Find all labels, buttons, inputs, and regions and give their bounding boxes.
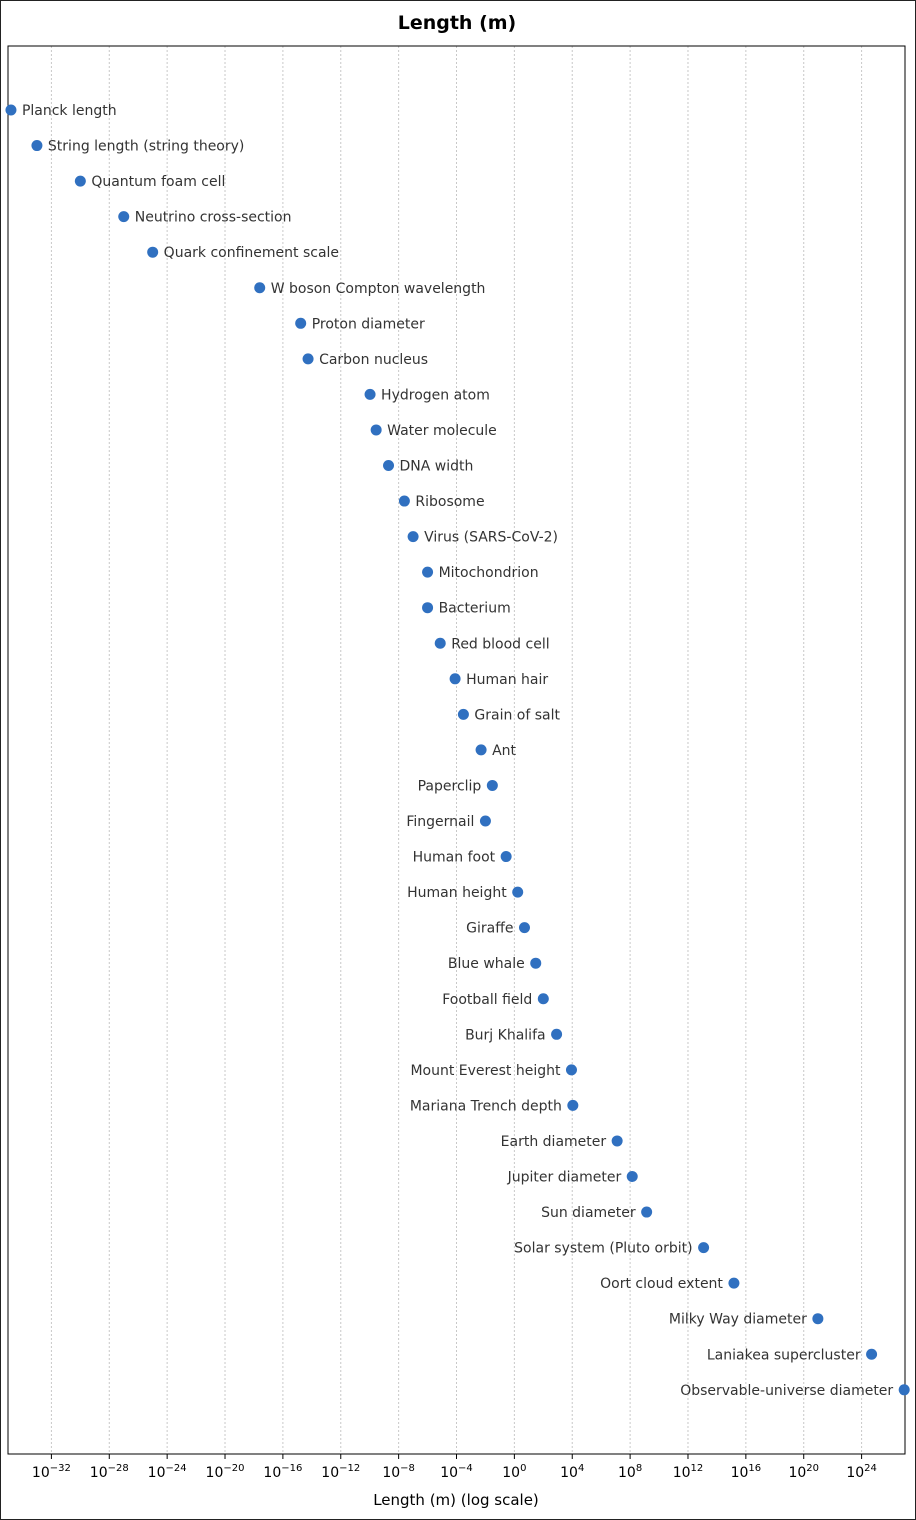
data-point <box>537 993 549 1005</box>
data-point <box>398 495 410 507</box>
data-point-label: Mariana Trench depth <box>410 1098 562 1114</box>
data-points: Planck length String length (string theor… <box>5 103 910 1399</box>
x-tick-label: 1012 <box>673 1463 704 1481</box>
data-point <box>31 140 43 152</box>
data-point <box>449 673 461 685</box>
data-point <box>254 282 266 294</box>
data-point-label: Red blood cell <box>451 636 549 652</box>
data-point-label: Sun diameter <box>541 1205 636 1221</box>
data-point <box>422 602 434 614</box>
x-tick-label: 10−28 <box>90 1463 129 1481</box>
data-point <box>370 424 382 436</box>
data-point <box>74 175 86 187</box>
data-point-label: Grain of salt <box>474 707 560 723</box>
data-point-label: Mount Everest height <box>410 1063 561 1079</box>
data-point-label: Quantum foam cell <box>91 174 225 190</box>
chart-title: Length (m) <box>398 12 517 34</box>
data-point-label: W boson Compton wavelength <box>271 281 486 297</box>
data-point <box>479 815 491 827</box>
x-tick-label: 1024 <box>846 1463 877 1481</box>
x-tick-label: 108 <box>618 1463 642 1481</box>
data-point <box>383 460 395 471</box>
data-point <box>551 1028 563 1040</box>
data-point <box>5 104 17 116</box>
data-point-label: DNA width <box>400 459 474 475</box>
data-point <box>486 779 498 791</box>
data-point-label: Oort cloud extent <box>600 1276 723 1292</box>
data-point <box>364 388 376 400</box>
data-point-label: Proton diameter <box>312 316 425 332</box>
x-tick-label: 10−16 <box>263 1463 302 1481</box>
data-point <box>295 317 307 329</box>
data-point-label: Ribosome <box>415 494 484 510</box>
data-point <box>812 1313 824 1325</box>
data-point <box>565 1064 577 1076</box>
x-tick-label: 104 <box>560 1463 584 1481</box>
data-point <box>567 1099 579 1111</box>
x-tick-label: 1016 <box>731 1463 762 1481</box>
data-point-label: Human hair <box>466 672 548 688</box>
data-point-label: Neutrino cross-section <box>135 210 292 226</box>
data-point-label: Football field <box>442 992 532 1008</box>
data-point-label: Ant <box>492 743 516 759</box>
x-tick-label: 1020 <box>788 1463 819 1481</box>
data-point-label: Planck length <box>22 103 117 119</box>
data-point-label: String length (string theory) <box>48 139 244 155</box>
x-axis-ticks: 10−32 10−28 10−24 10−20 10−16 10−12 10−8 10−4 10… <box>32 1454 877 1481</box>
data-point-label: Virus (SARS-CoV-2) <box>424 530 558 546</box>
data-point-label: Mitochondrion <box>439 565 539 581</box>
data-point <box>147 246 159 258</box>
data-point <box>457 708 469 720</box>
data-point-label: Giraffe <box>466 921 513 937</box>
x-tick-label: 10−24 <box>148 1463 187 1481</box>
data-point-label: Water molecule <box>387 423 497 439</box>
data-point <box>866 1348 878 1360</box>
data-point <box>434 637 446 649</box>
data-point <box>475 744 487 756</box>
data-point <box>611 1135 623 1147</box>
data-point-label: Bacterium <box>439 601 511 617</box>
data-point-label: Milky Way diameter <box>669 1312 807 1328</box>
data-point-label: Earth diameter <box>501 1134 607 1150</box>
x-tick-label: 10−4 <box>440 1463 473 1481</box>
data-point <box>407 531 419 543</box>
data-point-label: Burj Khalifa <box>465 1027 546 1043</box>
data-point <box>626 1171 638 1182</box>
data-point <box>500 851 512 863</box>
data-point-label: Carbon nucleus <box>319 352 428 368</box>
data-point <box>302 353 314 365</box>
data-point-label: Solar system (Pluto orbit) <box>514 1241 692 1257</box>
x-tick-label: 100 <box>502 1463 526 1481</box>
x-tick-label: 10−20 <box>206 1463 245 1481</box>
grid-layer <box>50 46 863 1454</box>
data-point-label: Hydrogen atom <box>381 387 490 403</box>
x-tick-label: 10−12 <box>321 1463 360 1481</box>
data-point <box>530 957 542 969</box>
data-point-label: Quark confinement scale <box>164 245 339 261</box>
data-point <box>698 1242 710 1254</box>
data-point-label: Human foot <box>413 850 496 866</box>
x-axis-label: Length (m) (log scale) <box>373 1491 539 1509</box>
data-point <box>422 566 434 578</box>
data-point-label: Laniakea supercluster <box>707 1347 861 1363</box>
data-point-label: Paperclip <box>418 778 482 794</box>
data-point <box>518 922 530 934</box>
data-point <box>512 886 524 898</box>
data-point-label: Blue whale <box>448 956 525 972</box>
data-point <box>728 1277 740 1289</box>
x-tick-label: 10−8 <box>382 1463 415 1481</box>
data-point <box>118 211 130 223</box>
x-tick-label: 10−32 <box>32 1463 71 1481</box>
data-point-label: Fingernail <box>406 814 474 830</box>
data-point-label: Human height <box>407 885 507 901</box>
data-point-label: Jupiter diameter <box>507 1170 622 1186</box>
data-point-label: Observable-universe diameter <box>680 1383 893 1399</box>
data-point <box>641 1206 653 1218</box>
data-point <box>898 1384 910 1396</box>
